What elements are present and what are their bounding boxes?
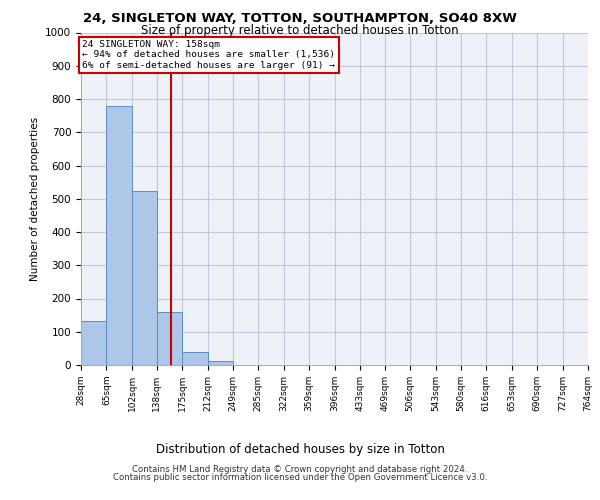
Text: Contains public sector information licensed under the Open Government Licence v3: Contains public sector information licen… <box>113 473 487 482</box>
Y-axis label: Number of detached properties: Number of detached properties <box>29 116 40 281</box>
Bar <box>106 106 132 365</box>
Bar <box>132 191 157 365</box>
Text: Distribution of detached houses by size in Totton: Distribution of detached houses by size … <box>155 442 445 456</box>
Text: Size of property relative to detached houses in Totton: Size of property relative to detached ho… <box>141 24 459 37</box>
Bar <box>182 352 208 365</box>
Bar <box>81 321 106 365</box>
Bar <box>208 361 233 365</box>
Text: 24 SINGLETON WAY: 158sqm
← 94% of detached houses are smaller (1,536)
6% of semi: 24 SINGLETON WAY: 158sqm ← 94% of detach… <box>82 40 335 70</box>
Text: Contains HM Land Registry data © Crown copyright and database right 2024.: Contains HM Land Registry data © Crown c… <box>132 465 468 474</box>
Text: 24, SINGLETON WAY, TOTTON, SOUTHAMPTON, SO40 8XW: 24, SINGLETON WAY, TOTTON, SOUTHAMPTON, … <box>83 12 517 26</box>
Bar <box>157 312 182 365</box>
